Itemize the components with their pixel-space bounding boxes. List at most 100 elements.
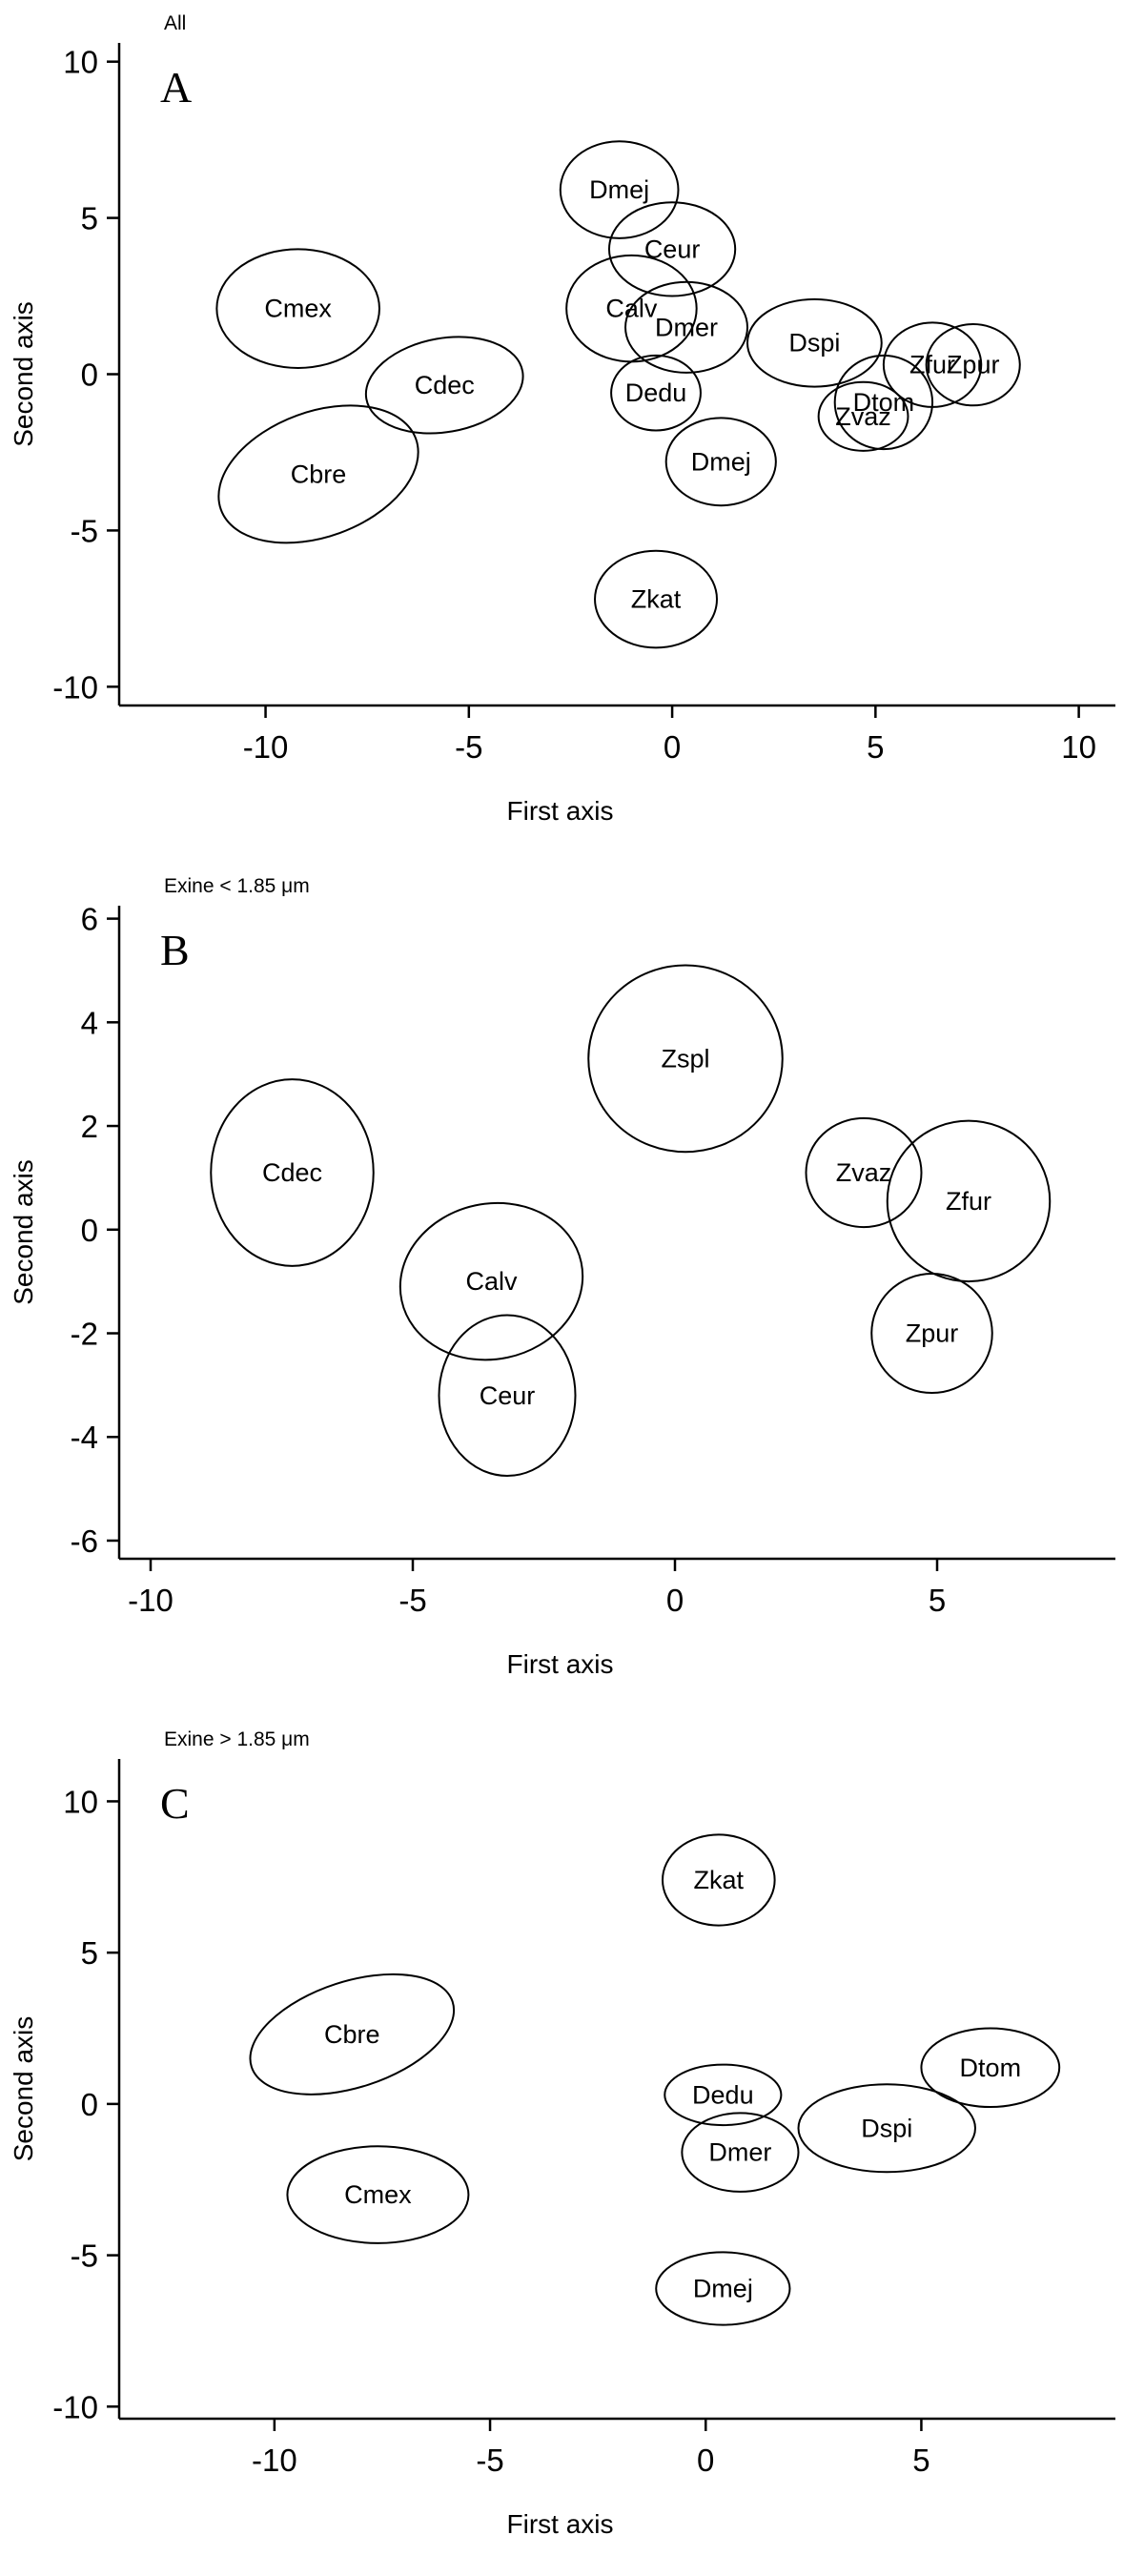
x-tick-label: -5 <box>398 1583 426 1618</box>
x-tick-label: -10 <box>243 729 289 765</box>
group-label: Dedu <box>625 378 687 407</box>
group-ellipse <box>886 1119 1052 1283</box>
x-axis-title: First axis <box>507 796 614 826</box>
group-label: Dmer <box>708 2138 771 2167</box>
group-ellipse <box>398 1201 584 1361</box>
y-tick-label: 6 <box>81 902 98 937</box>
group-ellipse <box>681 2112 800 2193</box>
y-tick-label: 0 <box>81 358 98 393</box>
group-label: Cmex <box>264 295 332 323</box>
x-tick-label: 5 <box>912 2443 930 2478</box>
panel-c-svg: Exine > 1.85 μm -10 -5 0 5 -10 -5 0 5 10 C Zkat Cbre… <box>0 1716 1144 2576</box>
subplot-title: Exine < 1.85 μm <box>164 875 310 897</box>
panel-b: Exine < 1.85 μm -10 -5 0 5 -6 -4 -2 0 2 4 6 B Zspl Cde… <box>0 863 1144 1716</box>
group-ellipse <box>559 140 680 239</box>
group-ellipse <box>364 336 524 435</box>
group-label: Zpur <box>906 1319 959 1348</box>
x-tick-label: -10 <box>252 2443 297 2478</box>
group-label: Cbre <box>291 460 347 488</box>
group-ellipse <box>662 1833 776 1927</box>
panel-letter: A <box>160 63 192 112</box>
group-ellipse <box>286 2145 470 2244</box>
x-tick-label: -5 <box>476 2443 503 2478</box>
group-ellipse <box>655 2251 791 2326</box>
group-label: Ceur <box>644 235 701 263</box>
y-tick-label: 5 <box>81 201 98 236</box>
x-tick-label: 0 <box>664 729 681 765</box>
y-axis-title: Second axis <box>9 1159 38 1305</box>
y-axis-title: Second axis <box>9 301 38 447</box>
panel-c: Exine > 1.85 μm -10 -5 0 5 -10 -5 0 5 10 C Zkat Cbre… <box>0 1716 1144 2576</box>
y-tick-label: -5 <box>71 513 98 548</box>
group-label: Ceur <box>480 1381 536 1410</box>
group-ellipse <box>438 1314 577 1478</box>
x-tick-label: 0 <box>666 1583 684 1618</box>
group-label: Dmej <box>691 447 751 476</box>
group-label: Cbre <box>324 2020 380 2049</box>
y-tick-label: -6 <box>71 1523 98 1559</box>
group-ellipse <box>587 964 784 1154</box>
y-tick-label: 0 <box>81 2087 98 2122</box>
group-label: Zvaz <box>835 402 891 431</box>
group-ellipse <box>920 2027 1061 2109</box>
group-ellipse <box>746 297 883 388</box>
subplot-title: All <box>164 12 186 34</box>
group-ellipse <box>594 549 718 649</box>
group-label: Dspi <box>861 2114 912 2142</box>
group-ellipse <box>797 2083 976 2174</box>
group-label: Zkat <box>631 585 682 614</box>
group-ellipse <box>607 201 737 297</box>
group-ellipse <box>805 1116 923 1229</box>
group-ellipse <box>610 354 702 432</box>
group-ellipse <box>833 354 934 451</box>
y-tick-label: -10 <box>52 2389 98 2424</box>
panel-letter: B <box>160 926 190 974</box>
x-tick-label: 0 <box>697 2443 714 2478</box>
group-ellipse <box>217 404 419 544</box>
group-label: Zspl <box>661 1044 709 1073</box>
x-tick-label: 5 <box>867 729 884 765</box>
group-label: Dmej <box>589 175 649 204</box>
group-label: Cmex <box>344 2180 412 2209</box>
group-label: Dedu <box>692 2080 754 2109</box>
group-label: Dspi <box>788 329 840 358</box>
subplot-title: Exine > 1.85 μm <box>164 1728 310 1750</box>
panel-a: All -10 -5 0 5 10 -10 -5 0 5 10 A Cmex Cdec Cbre Dmej Ce… <box>0 0 1144 863</box>
x-tick-label: -10 <box>128 1583 174 1618</box>
y-tick-label: -5 <box>71 2239 98 2274</box>
group-label: Dmer <box>655 313 718 341</box>
x-axis-title: First axis <box>507 2509 614 2539</box>
x-axis-title: First axis <box>507 1649 614 1679</box>
y-axis-title: Second axis <box>9 2016 38 2162</box>
group-ellipse <box>925 323 1021 407</box>
group-ellipse <box>249 1973 456 2096</box>
group-label: Zfur <box>909 351 955 379</box>
group-label: Zvaz <box>836 1158 892 1187</box>
group-label: Dmej <box>693 2275 753 2303</box>
x-tick-label: -5 <box>455 729 482 765</box>
group-ellipse <box>664 417 777 507</box>
group-label: Zkat <box>694 1866 745 1894</box>
panel-letter: C <box>160 1779 190 1828</box>
group-ellipse <box>817 380 909 452</box>
x-tick-label: 5 <box>929 1583 946 1618</box>
x-tick-label: 10 <box>1061 729 1096 765</box>
y-tick-label: 10 <box>63 45 98 80</box>
y-tick-label: -4 <box>71 1420 98 1455</box>
y-tick-label: 0 <box>81 1213 98 1248</box>
y-tick-label: 10 <box>63 1784 98 1819</box>
y-tick-label: 2 <box>81 1109 98 1144</box>
panel-b-svg: Exine < 1.85 μm -10 -5 0 5 -6 -4 -2 0 2 4 6 B Zspl Cde… <box>0 863 1144 1716</box>
y-tick-label: -10 <box>52 669 98 705</box>
group-label: Cdec <box>415 371 475 399</box>
group-label: Calv <box>465 1267 518 1296</box>
group-label: Zpur <box>947 351 1000 379</box>
group-ellipse <box>664 2063 783 2127</box>
group-label: Zfur <box>946 1187 991 1216</box>
y-tick-label: 5 <box>81 1935 98 1971</box>
y-tick-label: 4 <box>81 1005 98 1040</box>
group-ellipse <box>624 280 748 374</box>
panel-a-svg: All -10 -5 0 5 10 -10 -5 0 5 10 A Cmex Cdec Cbre Dmej Ce… <box>0 0 1144 863</box>
group-ellipse <box>870 1272 993 1395</box>
